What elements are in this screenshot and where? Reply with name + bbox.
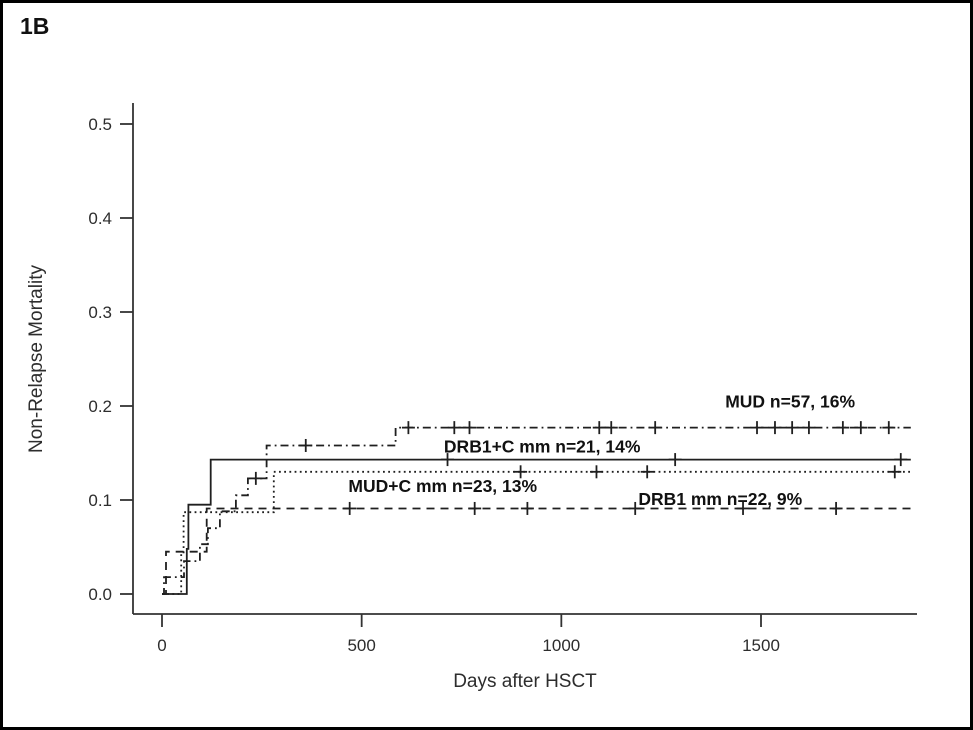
x-tick-label: 500 [347,636,375,655]
y-axis-title: Non-Relapse Mortality [26,265,47,453]
curve-mud [162,426,911,595]
curve-drb1-c-mm [162,458,911,595]
y-tick-label: 0.4 [88,209,112,228]
series-label-mud-c-mm: MUD+C mm n=23, 13% [348,476,537,496]
survival-chart: 0.0 0.1 0.2 0.3 0.4 0.5 0 500 1000 1500 MUD n=57, … [26,103,917,692]
x-tick-label: 1500 [742,636,780,655]
y-tick-label: 0.2 [88,397,112,416]
plot-area: 0.0 0.1 0.2 0.3 0.4 0.5 0 500 1000 1500 MUD n=57, … [88,103,917,655]
series-label-drb1-mm: DRB1 mm n=22, 9% [638,489,802,509]
y-tick-label: 0.3 [88,303,112,322]
x-axis-title: Days after HSCT [453,671,597,692]
x-tick-label: 1000 [542,636,580,655]
x-tick-label: 0 [157,636,166,655]
curve-drb1-mm [162,507,911,595]
panel-label: 1B [20,13,50,39]
series-label-drb1-c-mm: DRB1+C mm n=21, 14% [444,436,641,456]
y-tick-label: 0.0 [88,585,112,604]
y-tick-label: 0.5 [88,115,112,134]
series-label-mud: MUD n=57, 16% [725,391,855,411]
y-tick-label: 0.1 [88,491,112,510]
